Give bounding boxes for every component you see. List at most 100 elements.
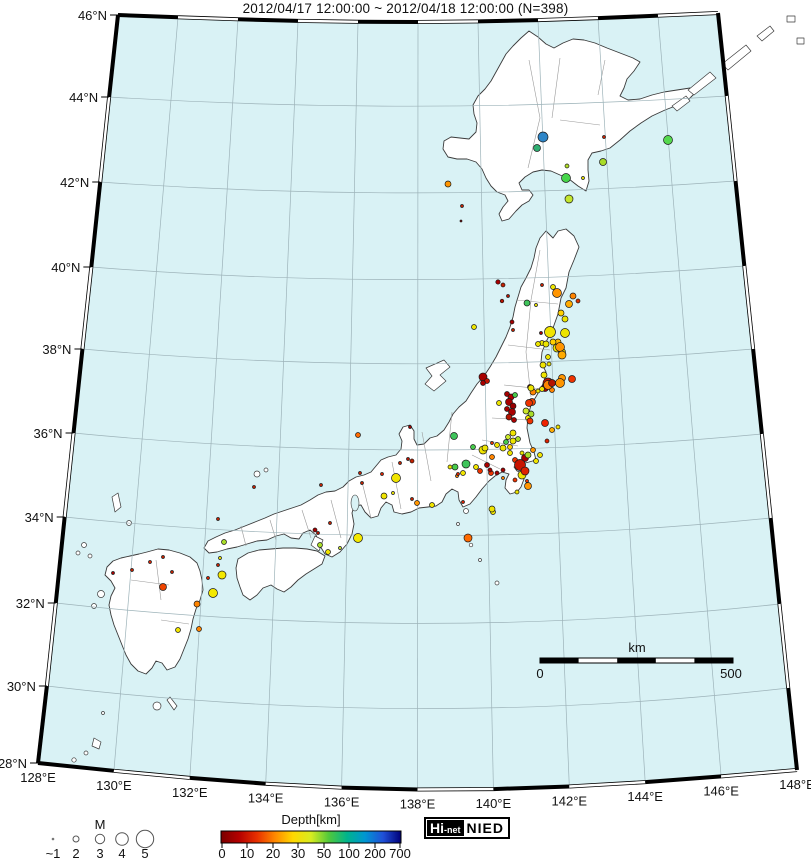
parallel-line [46,685,789,709]
epicenter-dot [380,492,388,500]
depth-tick-label: 0 [218,846,225,861]
magnitude-label: 2 [72,846,79,861]
frame-edge-inner [725,95,737,182]
frame-edge-inner [743,265,755,350]
epicenter-dot [505,413,513,421]
epicenter-dot [460,204,464,208]
epicenter-dot [564,194,574,204]
latitude-label: 44°N [69,90,98,105]
epicenter-dot [317,542,323,548]
epicenter-dot [148,560,152,564]
epicenter-dot [496,400,502,406]
epicenter-dot [509,437,517,445]
longitude-label: 138°E [400,797,436,812]
epicenter-dot [530,447,536,453]
longitude-label: 146°E [703,783,739,798]
frame-edge-inner [720,768,798,778]
epicenter-dot [565,300,573,308]
longitude-label: 132°E [172,785,208,800]
epicenter-dot [353,533,363,543]
epicenter-dot [473,464,479,470]
depth-tick-label: 20 [266,846,280,861]
epicenter-dot [130,568,134,572]
frame-edge [786,687,799,771]
epicenter-dot [503,439,509,445]
epicenter-dot [471,324,477,330]
longitude-label: 148°E [779,777,811,792]
epicenter-dot [540,283,544,287]
epicenter-dot [447,464,453,470]
epicenter-dot [546,361,552,367]
depth-colorbar-ticks [221,843,401,848]
latitude-label: 28°N [0,756,27,771]
parallel-line [91,265,745,280]
map-title: 2012/04/17 12:00:00 ~ 2012/04/18 12:00:0… [242,1,569,16]
frame-edge [597,13,659,21]
meridian-line [189,19,239,778]
epicenter-dot [461,459,471,469]
epicenter-dot [477,468,483,474]
epicenter-markers [111,131,673,633]
frame-edge-inner [537,16,599,22]
scale-bar-unit: km [628,640,645,655]
epicenter-dot [520,466,530,476]
frame-edge [71,348,85,434]
epicenter-dot [555,378,565,388]
parallel-line [55,602,780,624]
frame-edge-inner [63,432,75,518]
epicenter-dot [539,331,543,335]
frame-edge-inner [417,20,479,24]
epicenter-dot [507,444,513,450]
epicenter-dot [507,450,513,456]
longitude-label: 136°E [324,795,360,810]
epicenter-dot [527,384,535,392]
frame-edge [477,18,539,24]
epicenter-dot [581,176,585,180]
epicenter-dot [525,399,533,407]
magnitude-label: ~1 [46,846,61,861]
epicenter-dot [206,576,210,580]
epicenter-dot [508,408,516,416]
magnitude-label: 4 [118,846,125,861]
epicenter-dot [355,432,361,438]
frame-edge [89,181,103,268]
epicenter-dot [575,298,581,304]
epicenter-dot [487,467,493,473]
epicenter-dot [391,491,395,495]
depth-tick-label: 200 [364,846,386,861]
epicenter-dot [560,328,570,338]
frame-edge [37,761,115,773]
magnitude-label: 3 [96,846,103,861]
epicenter-dot [159,583,167,591]
epicenter-dot [552,288,562,298]
epicenter-dot [221,539,227,545]
frame-edge-inner [265,782,342,789]
frame-edge [237,17,299,23]
epicenter-dot [499,444,507,452]
hinet-net-text: -net [444,825,461,835]
epicenter-dot [540,371,548,379]
latitude-label: 42°N [60,175,89,190]
meridian-line [113,17,179,771]
frame-edge [53,516,67,604]
epicenter-dot [541,419,549,427]
epicenter-dot [525,479,529,483]
epicenter-dot [544,438,550,444]
epicenter-dot [451,463,459,471]
epicenter-dot [463,533,473,543]
epicenter-dot [561,173,571,183]
frame-edge [768,517,782,605]
latitude-label: 36°N [34,426,63,441]
epicenter-dot [391,473,401,483]
epicenter-dot [358,471,362,475]
hinet-hi-text: Hi [430,820,444,836]
epicenter-dot [360,481,364,485]
epicenter-dot [216,563,220,567]
epicenter-dot [509,429,517,437]
landmasses [71,15,805,763]
epicenter-dot [111,571,115,575]
epicenter-dot [511,417,517,423]
frame-edge-inner [297,19,359,24]
epicenter-dot [501,476,505,480]
epicenter-dot [663,135,673,145]
